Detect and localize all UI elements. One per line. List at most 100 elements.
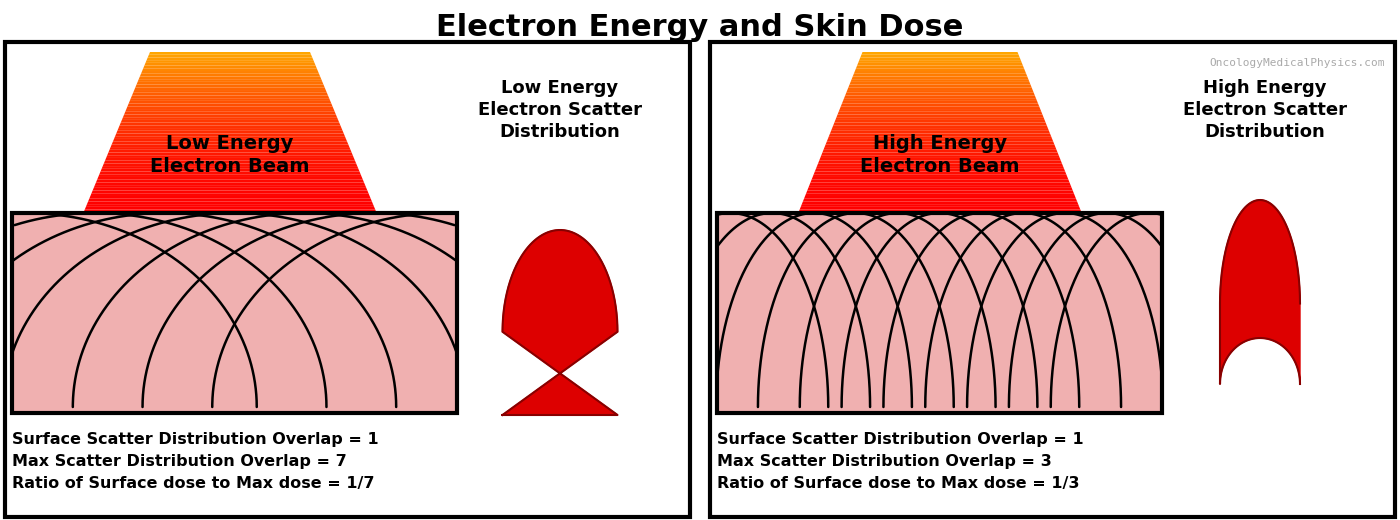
Polygon shape bbox=[119, 125, 342, 128]
Polygon shape bbox=[127, 103, 333, 106]
Polygon shape bbox=[820, 155, 1060, 158]
Polygon shape bbox=[846, 93, 1035, 96]
Polygon shape bbox=[832, 125, 1047, 128]
Polygon shape bbox=[844, 96, 1036, 98]
Polygon shape bbox=[818, 163, 1063, 166]
Polygon shape bbox=[823, 147, 1057, 150]
Polygon shape bbox=[136, 85, 325, 87]
Text: Max Scatter Distribution Overlap = 7: Max Scatter Distribution Overlap = 7 bbox=[13, 454, 347, 469]
Polygon shape bbox=[113, 139, 347, 141]
Polygon shape bbox=[97, 180, 364, 183]
Polygon shape bbox=[84, 210, 377, 212]
Polygon shape bbox=[88, 199, 372, 201]
Polygon shape bbox=[130, 96, 329, 98]
Polygon shape bbox=[122, 117, 339, 120]
Polygon shape bbox=[832, 128, 1049, 131]
Polygon shape bbox=[804, 199, 1077, 201]
Bar bbox=[6, 42, 690, 517]
Polygon shape bbox=[116, 131, 344, 134]
Text: Electron Energy and Skin Dose: Electron Energy and Skin Dose bbox=[437, 14, 963, 43]
Polygon shape bbox=[119, 123, 340, 125]
Bar bbox=[13, 213, 456, 413]
Polygon shape bbox=[104, 161, 356, 163]
Polygon shape bbox=[139, 76, 321, 79]
Polygon shape bbox=[120, 120, 339, 123]
Polygon shape bbox=[90, 196, 371, 199]
Polygon shape bbox=[132, 93, 328, 96]
Polygon shape bbox=[857, 63, 1023, 66]
Polygon shape bbox=[99, 172, 361, 174]
Polygon shape bbox=[851, 79, 1029, 82]
Polygon shape bbox=[861, 55, 1019, 57]
Text: Surface Scatter Distribution Overlap = 1: Surface Scatter Distribution Overlap = 1 bbox=[13, 432, 378, 447]
Polygon shape bbox=[833, 123, 1047, 125]
Polygon shape bbox=[125, 112, 336, 114]
Polygon shape bbox=[137, 82, 323, 85]
Polygon shape bbox=[83, 212, 378, 215]
Polygon shape bbox=[851, 76, 1029, 79]
Polygon shape bbox=[144, 63, 315, 66]
Polygon shape bbox=[843, 98, 1037, 101]
Polygon shape bbox=[826, 141, 1054, 145]
Polygon shape bbox=[143, 68, 318, 71]
Polygon shape bbox=[143, 66, 316, 68]
Polygon shape bbox=[798, 212, 1082, 215]
Polygon shape bbox=[147, 57, 314, 60]
Polygon shape bbox=[812, 174, 1067, 177]
Polygon shape bbox=[133, 90, 326, 93]
Polygon shape bbox=[130, 98, 330, 101]
Polygon shape bbox=[146, 60, 315, 63]
Bar bbox=[717, 213, 729, 413]
Polygon shape bbox=[847, 87, 1033, 90]
Polygon shape bbox=[1219, 200, 1301, 384]
Polygon shape bbox=[836, 117, 1044, 120]
Polygon shape bbox=[848, 85, 1032, 87]
Polygon shape bbox=[812, 177, 1068, 180]
Text: OncologyMedicalPhysics.com: OncologyMedicalPhysics.com bbox=[1210, 58, 1385, 68]
Polygon shape bbox=[125, 109, 335, 112]
Polygon shape bbox=[503, 230, 617, 415]
Polygon shape bbox=[148, 52, 311, 55]
Polygon shape bbox=[106, 155, 354, 158]
Polygon shape bbox=[834, 120, 1046, 123]
Polygon shape bbox=[87, 201, 372, 204]
Polygon shape bbox=[85, 207, 375, 210]
Polygon shape bbox=[91, 193, 370, 196]
Polygon shape bbox=[115, 134, 344, 136]
Polygon shape bbox=[799, 207, 1081, 210]
Polygon shape bbox=[815, 169, 1065, 172]
Polygon shape bbox=[855, 66, 1023, 68]
Polygon shape bbox=[141, 71, 319, 74]
Polygon shape bbox=[819, 158, 1061, 161]
Polygon shape bbox=[808, 188, 1072, 190]
Polygon shape bbox=[813, 172, 1067, 174]
Polygon shape bbox=[822, 152, 1058, 155]
Polygon shape bbox=[839, 109, 1042, 112]
Polygon shape bbox=[827, 136, 1053, 139]
Polygon shape bbox=[109, 147, 350, 150]
Polygon shape bbox=[85, 204, 374, 207]
Text: Ratio of Surface dose to Max dose = 1/7: Ratio of Surface dose to Max dose = 1/7 bbox=[13, 476, 375, 491]
Bar bbox=[710, 42, 1394, 517]
Polygon shape bbox=[811, 180, 1070, 183]
Polygon shape bbox=[808, 185, 1071, 188]
Polygon shape bbox=[112, 141, 349, 145]
Text: Low Energy
Electron Scatter
Distribution: Low Energy Electron Scatter Distribution bbox=[477, 79, 643, 141]
Text: High Energy
Electron Beam: High Energy Electron Beam bbox=[860, 134, 1019, 176]
Bar bbox=[13, 213, 24, 413]
Polygon shape bbox=[861, 52, 1019, 55]
Polygon shape bbox=[91, 190, 368, 193]
Polygon shape bbox=[97, 177, 363, 180]
Polygon shape bbox=[846, 90, 1033, 93]
Polygon shape bbox=[140, 74, 321, 76]
Polygon shape bbox=[102, 166, 358, 169]
Polygon shape bbox=[148, 55, 312, 57]
Text: High Energy
Electron Scatter
Distribution: High Energy Electron Scatter Distributio… bbox=[1183, 79, 1347, 141]
Polygon shape bbox=[822, 150, 1057, 152]
Polygon shape bbox=[92, 188, 367, 190]
Polygon shape bbox=[129, 101, 332, 103]
Polygon shape bbox=[818, 161, 1063, 163]
Polygon shape bbox=[102, 163, 357, 166]
Text: Ratio of Surface dose to Max dose = 1/3: Ratio of Surface dose to Max dose = 1/3 bbox=[717, 476, 1079, 491]
Polygon shape bbox=[798, 210, 1081, 212]
